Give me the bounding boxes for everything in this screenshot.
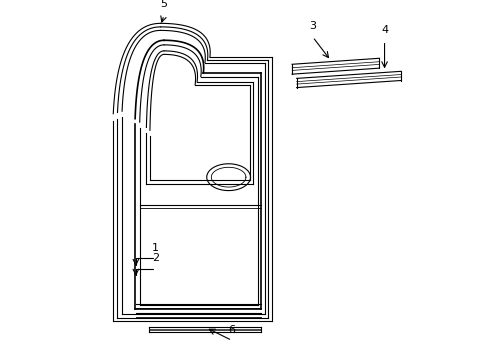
Text: 5: 5 xyxy=(160,0,167,9)
Text: 4: 4 xyxy=(380,25,387,35)
Text: 3: 3 xyxy=(308,21,315,31)
Text: 6: 6 xyxy=(228,325,235,335)
Text: 2: 2 xyxy=(152,253,159,263)
Text: 1: 1 xyxy=(152,243,159,253)
